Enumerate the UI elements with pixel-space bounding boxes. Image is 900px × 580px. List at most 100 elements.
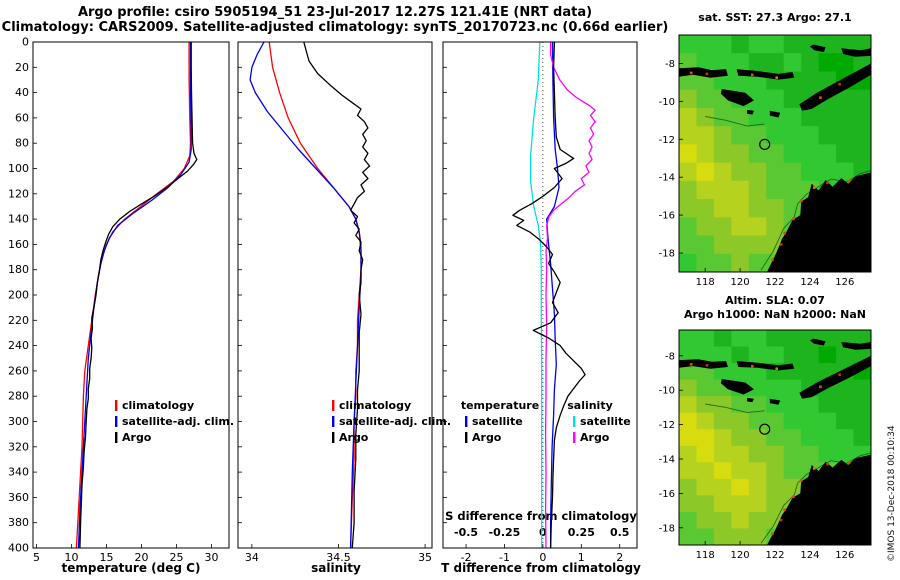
y-tick-label: 120	[8, 187, 29, 200]
landmass-timor	[799, 63, 871, 111]
heat-cell	[818, 162, 837, 182]
x-tick-label: 10	[65, 551, 79, 564]
landmass-australia	[767, 454, 871, 545]
y-tick-label: 320	[8, 440, 29, 453]
heat-cell	[801, 412, 820, 430]
x-tick-label: 30	[205, 551, 219, 564]
y-tick-label: 240	[8, 339, 29, 352]
series-satellite-adjusted-climatology	[77, 42, 192, 549]
x-tick-label: 35	[418, 551, 432, 564]
temperature-axis-label: temperature (deg C)	[62, 561, 201, 575]
salinity-axis-label: salinity	[311, 561, 361, 575]
heat-cell	[836, 412, 855, 430]
heat-cell	[836, 379, 855, 397]
heat-cell	[731, 180, 750, 200]
legend-entry: climatology	[339, 399, 411, 412]
s-tick-label: 0	[539, 526, 547, 539]
heat-cell	[731, 478, 750, 496]
heat-cell	[696, 528, 715, 545]
series-argo	[303, 41, 371, 549]
heat-cell	[748, 528, 767, 545]
legend-marker	[573, 416, 576, 427]
landmass-australia	[767, 172, 871, 272]
lat-tick-label: -12	[659, 420, 675, 431]
heat-cell	[731, 71, 750, 91]
heat-cell	[679, 379, 698, 397]
legend-marker	[332, 416, 335, 427]
heat-cell	[801, 53, 820, 72]
profile-location-marker	[759, 423, 771, 435]
heat-cell	[818, 144, 837, 164]
sla-map-title-line2: Argo h1000: NaN h2000: NaN	[684, 308, 866, 321]
x-tick-label: 0	[539, 551, 546, 564]
legend-entry: Argo	[339, 431, 369, 444]
heat-cell	[679, 445, 698, 463]
series-climatology	[268, 41, 362, 549]
heat-cell	[731, 199, 750, 218]
heat-cell	[766, 462, 785, 480]
coast-mark	[783, 231, 786, 235]
coast-mark	[819, 96, 822, 99]
heat-cell	[696, 412, 715, 430]
heat-cell	[801, 35, 820, 54]
salinity-frame	[237, 41, 433, 549]
coast-mark	[705, 72, 709, 76]
lat-tick-label: -16	[659, 489, 675, 500]
heat-cell	[679, 126, 698, 145]
imos-watermark: ©IMOS 13-Dec-2018 00:10:34	[887, 425, 897, 562]
heat-cell	[783, 379, 802, 397]
bathymetry-contour	[705, 116, 765, 127]
figure-title-line1: Argo profile: csiro 5905194_51 23-Jul-20…	[78, 5, 592, 20]
heat-cell	[836, 162, 855, 182]
heat-cell	[679, 35, 698, 54]
heat-cell	[783, 330, 802, 348]
coast-mark	[819, 385, 822, 389]
heat-cell	[679, 53, 698, 72]
coast-mark	[847, 461, 851, 464]
legend-marker	[465, 416, 468, 427]
heat-cell	[696, 396, 715, 414]
heat-cell	[836, 429, 855, 447]
x-tick-label: 1	[578, 551, 585, 564]
temperature-panel: 0 20 40 60 80 100 120 140 160 180 200 220 240 260 280 3…	[8, 36, 234, 565]
coast-mark	[783, 508, 786, 511]
heat-cell	[696, 162, 715, 182]
landmass-timor	[799, 355, 871, 399]
heat-cell	[696, 199, 715, 218]
heat-cell	[748, 180, 767, 200]
heat-cell	[713, 126, 732, 145]
heat-cell	[818, 126, 837, 145]
heat-cell	[853, 412, 871, 430]
lon-tick-label: 124	[800, 277, 819, 288]
lon-tick-label: 122	[765, 550, 784, 561]
coast-mark	[705, 364, 709, 367]
landmass-sumbawa	[679, 67, 728, 78]
heat-cell	[801, 396, 820, 414]
lat-tick-label: -14	[659, 173, 675, 184]
legend-entry: satellite	[472, 415, 523, 428]
s-tick-label: -0.5	[454, 526, 478, 539]
coast-mark	[689, 363, 693, 366]
heat-cell	[783, 180, 802, 200]
heat-cell	[731, 253, 750, 272]
lon-tick-label: 124	[800, 550, 819, 561]
heat-cell	[783, 89, 802, 109]
coast-mark	[838, 373, 841, 376]
heat-cell	[766, 126, 785, 145]
y-tick-label: 340	[8, 466, 29, 479]
t-difference-axis-label: T difference from climatology	[441, 561, 641, 575]
y-tick-label: 160	[8, 238, 29, 251]
heat-cell	[731, 53, 750, 72]
y-tick-label: 400	[8, 542, 29, 555]
landmass-alor	[809, 338, 826, 346]
heat-cell	[679, 144, 698, 164]
heat-cell	[748, 396, 767, 414]
heat-cell	[748, 107, 767, 127]
heat-cell	[783, 35, 802, 54]
heat-cell	[853, 89, 871, 109]
heat-cell	[731, 330, 750, 348]
series-satellite-adjusted-climatology	[249, 41, 362, 549]
lon-tick-label: 118	[696, 550, 715, 561]
legend-entry: climatology	[122, 399, 194, 412]
